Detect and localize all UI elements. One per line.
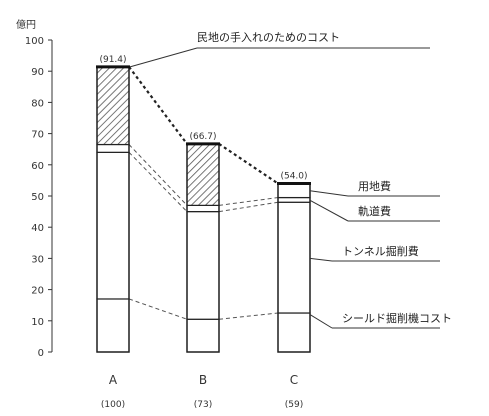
callout-leader [309,199,349,222]
category-label: A [109,373,118,387]
bar-segment [277,182,311,199]
category-label: B [199,373,207,387]
bar-segment [277,196,311,203]
bar-segment [186,204,220,213]
bar-segment [96,151,130,300]
callout-leader [309,314,333,329]
bars: (91.4) (66.7) (54.0) [96,55,311,353]
y-tick-label: 90 [31,67,44,78]
y-tick-label: 70 [31,130,44,141]
y-tick-label: 60 [31,161,44,172]
y-tick-label: 30 [31,254,44,265]
category-label: C [290,373,298,387]
callout-leader [309,257,333,262]
y-tick-label: 0 [38,348,44,359]
bar-segment [277,201,311,314]
callout-label: トンネル掘削費 [342,244,419,258]
y-tick-label: 20 [31,286,44,297]
annotation-top-text: 民地の手入れのためのコスト [197,30,340,44]
bar-segment [186,211,220,320]
bar-segment [96,298,130,353]
annotation-top-leader [129,47,198,68]
bar-total-label: (54.0) [280,172,307,182]
bar-total-label: (66.7) [189,132,216,142]
y-tick-label: 40 [31,223,44,234]
callout-label: 用地費 [358,179,391,193]
y-tick-label: 100 [25,36,44,47]
connector-segment [218,197,279,206]
bar-segment [96,143,130,153]
y-axis: 0 10 20 30 40 50 60 70 80 90 100 [25,36,53,359]
callout-leader [309,190,349,197]
connector-segment [128,151,188,212]
connector-segment [218,312,279,320]
connector-total [128,66,188,145]
y-axis-unit: 億円 [16,18,36,31]
connector-segment [128,144,188,206]
category-sublabel: (59) [285,400,303,410]
y-tick-label: 50 [31,192,44,203]
y-tick-label: 80 [31,98,44,109]
callout-label: シールド掘削機コスト [342,311,452,325]
x-axis-labels: A (100) B (73) C (59) [101,373,303,410]
bar-segment [186,318,220,353]
bar-total-label: (91.4) [99,55,126,65]
bar-segment [96,66,130,146]
bar-segment [277,312,311,353]
callout-label: 軌道費 [358,204,391,218]
connector-lines [128,66,279,320]
category-sublabel: (100) [101,400,125,410]
connector-total [218,142,279,185]
connector-segment [218,201,279,213]
connector-segment [128,298,188,320]
y-tick-label: 10 [31,317,44,328]
bar-segment [186,143,220,206]
category-sublabel: (73) [194,400,212,410]
